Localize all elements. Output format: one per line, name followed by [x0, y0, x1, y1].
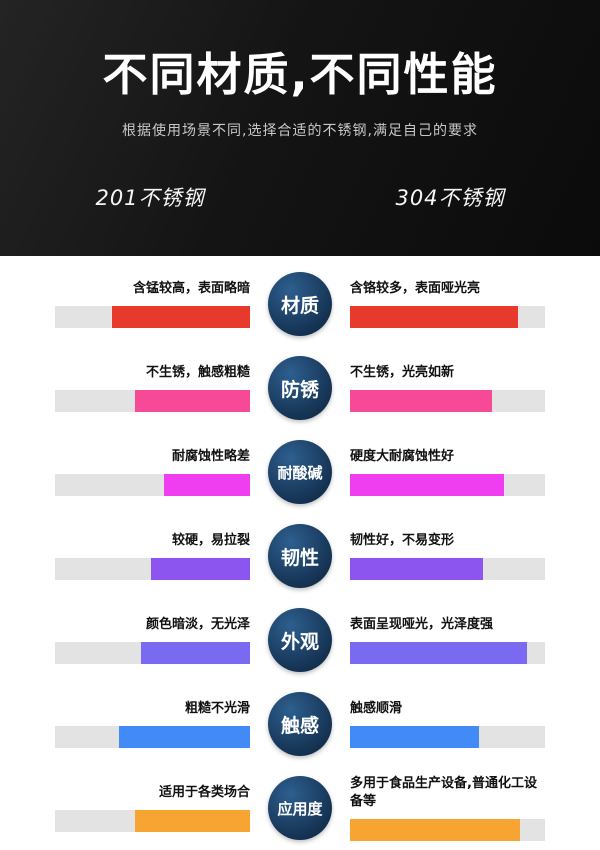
comparison-row-material: 含锰较高，表面略暗 材质 含铬较多，表面哑光亮: [0, 262, 600, 346]
right-rating-track: [350, 389, 545, 412]
right-property-cell: 表面呈现哑光，光泽度强: [350, 616, 545, 664]
right-rating-fill: [350, 305, 518, 328]
page-title: 不同材质,不同性能: [102, 48, 498, 101]
left-rating-fill: [134, 809, 250, 832]
left-rating-fill: [150, 557, 250, 580]
comparison-row-acid-alkali: 耐腐蚀性略差 耐酸碱 硬度大耐腐蚀性好: [0, 430, 600, 514]
category-badge-label: 韧性: [280, 546, 319, 569]
category-badge: 外观: [268, 608, 332, 672]
left-property-label: 较硬，易拉裂: [171, 533, 250, 549]
right-property-cell: 触感顺滑: [350, 700, 545, 748]
left-property-label: 耐腐蚀性略差: [171, 449, 250, 465]
left-rating-track: [55, 305, 250, 328]
comparison-row-rustproof: 不生锈，触感粗糙 防锈 不生锈，光亮如新: [0, 346, 600, 430]
left-rating-track: [55, 725, 250, 748]
left-property-cell: 颜色暗淡，无光泽: [55, 616, 250, 664]
right-rating-fill: [350, 473, 505, 496]
right-property-label: 触感顺滑: [350, 701, 403, 717]
left-rating-fill: [140, 641, 250, 664]
right-property-label: 硬度大耐腐蚀性好: [350, 449, 455, 465]
left-property-label: 颜色暗淡，无光泽: [145, 617, 250, 633]
category-badge-label: 触感: [280, 714, 319, 737]
right-rating-track: [350, 557, 545, 580]
right-property-label: 韧性好，不易变形: [350, 533, 455, 549]
left-rating-fill: [134, 389, 250, 412]
left-rating-fill: [119, 725, 250, 748]
comparison-row-touch: 粗糙不光滑 触感 触感顺滑: [0, 682, 600, 766]
category-badge-label: 耐酸碱: [277, 463, 323, 482]
left-property-label: 不生锈，触感粗糙: [145, 365, 250, 381]
left-rating-fill: [111, 305, 250, 328]
right-rating-fill: [350, 557, 483, 580]
right-rating-track: [350, 818, 545, 841]
left-rating-track: [55, 557, 250, 580]
comparison-row-toughness: 较硬，易拉裂 韧性 韧性好，不易变形: [0, 514, 600, 598]
right-rating-track: [350, 725, 545, 748]
left-property-cell: 较硬，易拉裂: [55, 532, 250, 580]
right-property-cell: 韧性好，不易变形: [350, 532, 545, 580]
left-rating-track: [55, 641, 250, 664]
category-badge: 耐酸碱: [268, 440, 332, 504]
category-badge: 材质: [268, 272, 332, 336]
comparison-rows: 含锰较高，表面略暗 材质 含铬较多，表面哑光亮 不生锈，触感粗糙 防锈 不生锈，…: [0, 256, 600, 850]
right-property-cell: 含铬较多，表面哑光亮: [350, 280, 545, 328]
right-property-label: 多用于食品生产设备,普通化工设备等: [350, 776, 537, 809]
category-badge-label: 外观: [280, 630, 319, 653]
page-subtitle: 根据使用场景不同,选择合适的不锈钢,满足自己的要求: [122, 122, 478, 139]
right-property-label: 含铬较多，表面哑光亮: [350, 281, 481, 297]
right-rating-fill: [350, 818, 520, 841]
category-badge: 防锈: [268, 356, 332, 420]
left-property-cell: 适用于各类场合: [55, 784, 250, 832]
comparison-row-appearance: 颜色暗淡，无光泽 外观 表面呈现哑光，光泽度强: [0, 598, 600, 682]
left-property-cell: 耐腐蚀性略差: [55, 448, 250, 496]
right-rating-fill: [350, 641, 528, 664]
left-property-label: 含锰较高，表面略暗: [132, 281, 250, 297]
right-rating-fill: [350, 725, 479, 748]
right-rating-track: [350, 641, 545, 664]
category-badge: 韧性: [268, 524, 332, 588]
column-header-201: 201不锈钢: [95, 185, 205, 210]
left-rating-fill: [164, 473, 250, 496]
right-rating-track: [350, 473, 545, 496]
left-property-cell: 含锰较高，表面略暗: [55, 280, 250, 328]
left-property-label: 适用于各类场合: [158, 785, 250, 801]
comparison-row-application: 适用于各类场合 应用度 多用于食品生产设备,普通化工设备等: [0, 766, 600, 850]
right-property-label: 不生锈，光亮如新: [350, 365, 455, 381]
left-property-cell: 粗糙不光滑: [55, 700, 250, 748]
left-property-cell: 不生锈，触感粗糙: [55, 364, 250, 412]
right-property-cell: 多用于食品生产设备,普通化工设备等: [350, 775, 545, 841]
category-badge-label: 应用度: [277, 799, 323, 818]
left-rating-track: [55, 473, 250, 496]
left-property-label: 粗糙不光滑: [184, 701, 250, 717]
right-property-cell: 硬度大耐腐蚀性好: [350, 448, 545, 496]
category-badge-label: 防锈: [280, 378, 319, 401]
right-property-cell: 不生锈，光亮如新: [350, 364, 545, 412]
right-property-label: 表面呈现哑光，光泽度强: [350, 617, 494, 633]
category-badge: 应用度: [268, 776, 332, 840]
right-rating-fill: [350, 389, 493, 412]
left-rating-track: [55, 809, 250, 832]
right-rating-track: [350, 305, 545, 328]
left-rating-track: [55, 389, 250, 412]
hero-section: 不同材质,不同性能 根据使用场景不同,选择合适的不锈钢,满足自己的要求 201不…: [0, 0, 600, 256]
column-header-304: 304不锈钢: [395, 185, 505, 210]
category-badge-label: 材质: [280, 294, 319, 317]
category-badge: 触感: [268, 692, 332, 756]
column-headers: 201不锈钢 304不锈钢: [0, 182, 600, 212]
